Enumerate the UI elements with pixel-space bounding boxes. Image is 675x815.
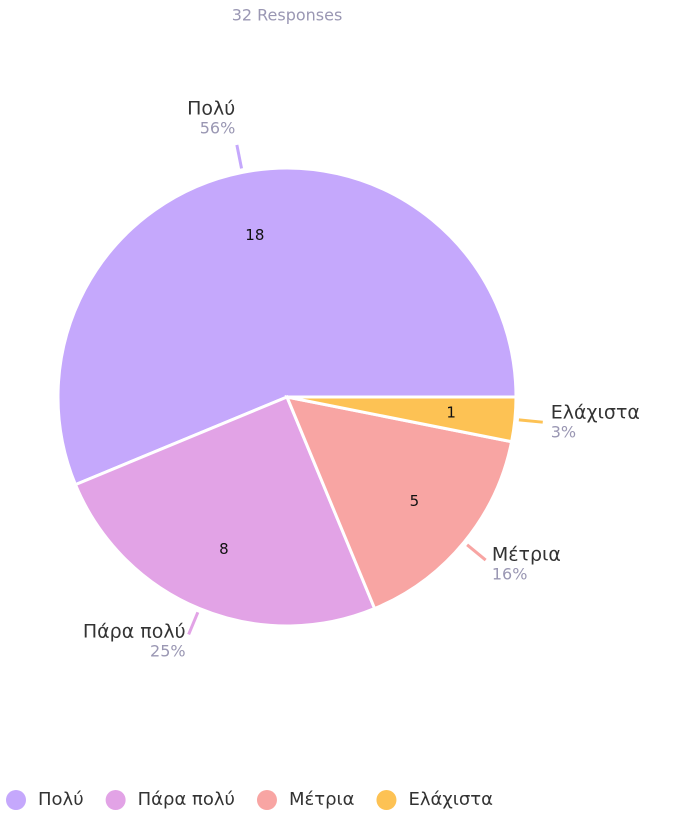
pie-slice [284,394,514,611]
slice-value-label: 5 [410,492,420,510]
legend-label: Μέτρια [289,789,354,810]
slice-category-label: Ελάχιστα [551,401,640,423]
leader-line [235,144,244,169]
slice-value-label: 1 [446,404,456,422]
pie-slice [286,395,518,444]
chart-subtitle: 32 Responses [232,6,343,25]
slice-category-label: Πάρα πολύ [83,620,186,642]
legend-swatch [105,790,126,810]
legend-label: Πολύ [38,789,84,810]
slice-percent-label: 56% [200,119,236,138]
legend-label: Ελάχιστα [408,789,493,810]
leader-line [466,543,487,562]
slice-value-label: 8 [219,540,229,558]
pie-slice [73,395,377,628]
slice-percent-label: 16% [492,565,528,584]
slice-category-label: Μέτρια [492,544,561,566]
pie-slice [56,166,518,487]
slice-percent-label: 25% [150,641,186,660]
legend-swatch [376,790,397,810]
legend-swatch [6,790,26,810]
slice-category-label: Πολύ [187,98,235,120]
legend-swatch [256,790,277,810]
legend-label: Πάρα πολύ [138,789,235,810]
slice-percent-label: 3% [551,422,576,441]
leader-line [187,611,200,636]
slice-value-label: 18 [245,226,264,244]
leader-line [518,418,543,424]
